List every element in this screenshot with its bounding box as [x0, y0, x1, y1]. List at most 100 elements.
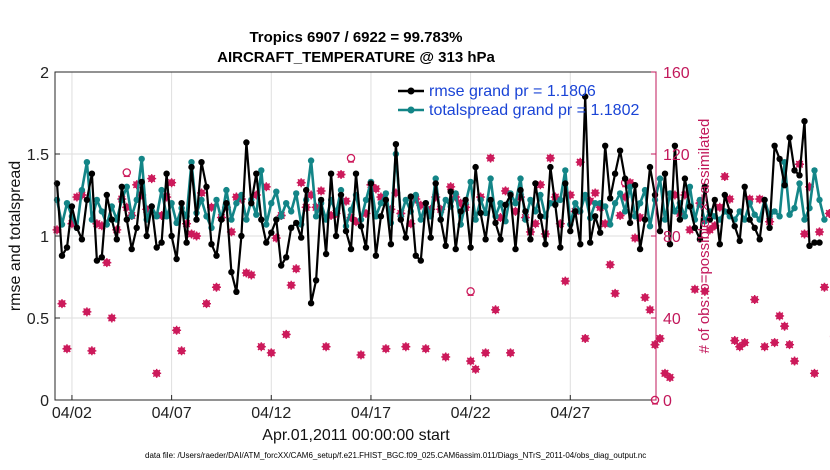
spread-point [671, 208, 679, 215]
rmse-point [691, 224, 699, 231]
rmse-point [108, 216, 116, 223]
rmse-point [317, 196, 325, 204]
spread-point [188, 159, 195, 166]
obs-marker-star [680, 190, 690, 200]
obs-marker-star [486, 153, 496, 163]
spread-point [472, 216, 479, 223]
rmse-point [791, 167, 798, 174]
obs-marker-star [356, 350, 366, 360]
rmse-point [537, 213, 544, 220]
rmse-point [472, 163, 479, 171]
spread-point [611, 200, 619, 207]
obs-marker-star [137, 190, 147, 200]
obs-assimilated-marker [266, 348, 276, 358]
spread-point [592, 200, 599, 207]
plot-area [52, 71, 830, 405]
rmse-point [661, 170, 669, 177]
obs-marker-star [261, 182, 271, 192]
rmse-point [527, 236, 534, 243]
rmse-point [163, 170, 170, 177]
rmse-point [218, 216, 225, 223]
obs-marker-star [710, 221, 720, 231]
rmse-point [597, 229, 604, 236]
spread-point [412, 191, 419, 199]
obs-assimilated-marker [580, 334, 590, 343]
rmse-point [442, 242, 449, 249]
obs-marker-star [780, 321, 790, 331]
rmse-point [756, 236, 763, 243]
rmse-point [283, 254, 290, 261]
rmse-point [402, 234, 409, 241]
obs-marker-star [715, 202, 725, 212]
spread-point [646, 223, 654, 230]
obs-assimilated-marker [177, 346, 187, 356]
rmse-point [646, 163, 654, 171]
spread-point [432, 175, 439, 182]
spread-point [253, 211, 260, 218]
spread-point [751, 211, 758, 218]
left-tick-label: 1.5 [27, 147, 49, 164]
rmse-point [716, 241, 723, 248]
obs-marker-star [351, 217, 361, 227]
chart-title-line1: Tropics 6907 / 6922 = 99.783% [249, 29, 462, 46]
spread-point [467, 178, 474, 186]
spread-point [258, 167, 265, 174]
rmse-point [208, 241, 215, 248]
rmse-point [362, 244, 370, 251]
obs-marker-star [72, 192, 82, 202]
obs-marker-star [690, 284, 700, 294]
spread-point [233, 200, 240, 207]
obs-assimilated-marker [356, 350, 366, 360]
rmse-point [462, 196, 469, 204]
obs-marker-star [640, 293, 650, 302]
rmse-point [128, 245, 135, 253]
rmse-point [238, 232, 245, 240]
rmse-point [512, 245, 519, 253]
obs-assimilated-marker [246, 270, 256, 280]
obs-marker-star [555, 219, 565, 229]
rmse-point [562, 180, 569, 187]
spread-point [158, 186, 165, 194]
rmse-point [636, 245, 644, 253]
obs-marker-star [346, 213, 356, 223]
spread-point [771, 208, 778, 215]
obs-marker-star [226, 227, 236, 237]
rmse-point [357, 223, 365, 230]
obs-marker-star [446, 182, 456, 192]
obs-marker-star [401, 342, 411, 352]
obs-marker-star [590, 188, 600, 198]
obs-marker-star [585, 196, 595, 206]
obs-assimilated-marker [296, 178, 306, 188]
obs-marker-star [456, 198, 466, 208]
spread-point [816, 196, 823, 204]
obs-marker-star [281, 329, 291, 339]
obs-assimilated-marker [446, 182, 456, 192]
obs-marker-star [685, 225, 695, 235]
rmse-point [98, 254, 106, 261]
obs-marker-star [122, 202, 132, 212]
obs-marker-star [192, 231, 202, 241]
obs-marker-star [132, 180, 142, 190]
obs-assimilated-marker [256, 342, 266, 352]
rmse-point [766, 224, 773, 231]
obs-assimilated-marker [471, 364, 481, 374]
obs-marker-star [82, 307, 92, 317]
right-tick-label: 0 [663, 393, 672, 410]
rmse-point [552, 201, 559, 208]
rmse-point [382, 196, 390, 204]
obs-marker-star [107, 313, 117, 323]
spread-point [661, 216, 669, 223]
obs-assimilated-marker [201, 299, 211, 309]
obs-marker-star [187, 229, 197, 239]
spread-point [681, 213, 689, 220]
obs-marker-star [256, 342, 266, 352]
obs-assimilated-marker [755, 194, 765, 204]
spread-point [138, 155, 145, 163]
obs-assimilated-marker [610, 288, 620, 298]
rmse-point [118, 183, 126, 190]
rmse-point [542, 241, 549, 248]
x-axis: 04/02 04/07 04/12 04/17 04/22 04/27 [52, 395, 590, 422]
obs-marker-star [655, 334, 665, 343]
obs-assimilated-marker [371, 184, 381, 194]
obs-assimilated-marker [790, 356, 800, 366]
